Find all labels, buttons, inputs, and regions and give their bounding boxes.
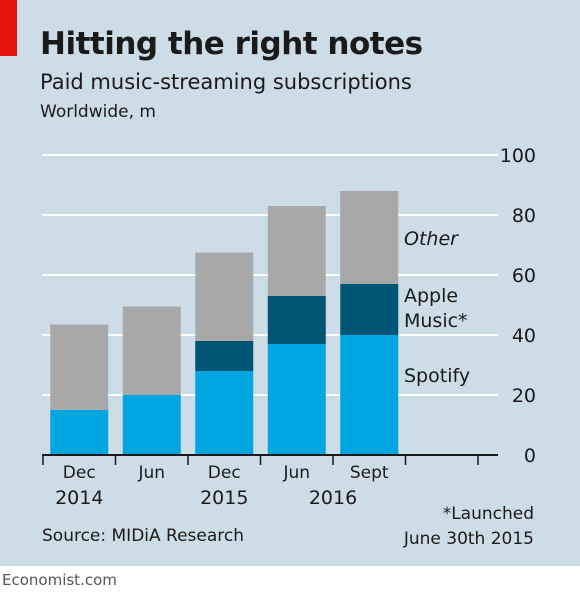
footnote-line-1: *Launched [442,504,534,524]
x-year-label: 2016 [309,487,357,509]
chart-title: Hitting the right notes [40,26,423,62]
footnote: *Launched June 30th 2015 [404,502,534,552]
y-tick-label: 20 [512,385,536,407]
bar-segment-spotify [50,410,109,455]
bar-segment-other [122,306,181,395]
bar-segment-apple-music [267,296,326,344]
source-note: Source: MIDiA Research [42,526,245,546]
bar-segment-spotify [267,344,326,455]
bar-segment-other [50,324,109,410]
x-year-label: 2014 [55,487,103,509]
bar-segment-apple-music [340,284,399,335]
bars [50,191,399,455]
y-tick-label: 60 [512,265,536,287]
x-tick-label: Dec [208,463,241,483]
footnote-line-2: June 30th 2015 [403,529,534,549]
x-year-label: 2015 [200,487,248,509]
legend: Other Apple Music* Spotify [404,228,470,387]
y-tick-label: 40 [512,325,536,347]
legend-label: Music* [404,310,468,332]
x-tick-label: Jun [282,463,310,483]
x-tick-label: Jun [137,463,165,483]
brand-accent-bar [0,0,17,56]
chart-subtitle: Paid music-streaming subscriptions [40,70,412,94]
legend-label: Other [404,228,459,250]
bar-segment-spotify [122,395,181,455]
bar-segment-other [340,191,399,284]
bar-segment-apple-music [195,341,254,371]
x-tick-label: Dec [63,463,96,483]
bar-segment-other [195,252,254,341]
x-tick-label: Sept [350,463,389,483]
bar-segment-other [267,206,326,296]
brand-label: Economist.com [2,571,117,589]
legend-label: Apple [404,285,458,307]
y-tick-label: 80 [512,205,536,227]
bar-segment-spotify [195,371,254,455]
legend-label: Spotify [404,365,470,387]
y-tick-label: 100 [500,145,536,167]
y-tick-label: 0 [524,445,536,467]
stacked-bar-chart: 0 20 40 60 80 100 Dec Jun Dec Jun Sept 2014 2015 2016… [42,145,536,509]
bar-segment-spotify [340,335,399,455]
chart-units: Worldwide, m [40,102,156,122]
axes: 0 20 40 60 80 100 Dec Jun Dec Jun Sept 2014 2015 2016 [42,145,536,509]
